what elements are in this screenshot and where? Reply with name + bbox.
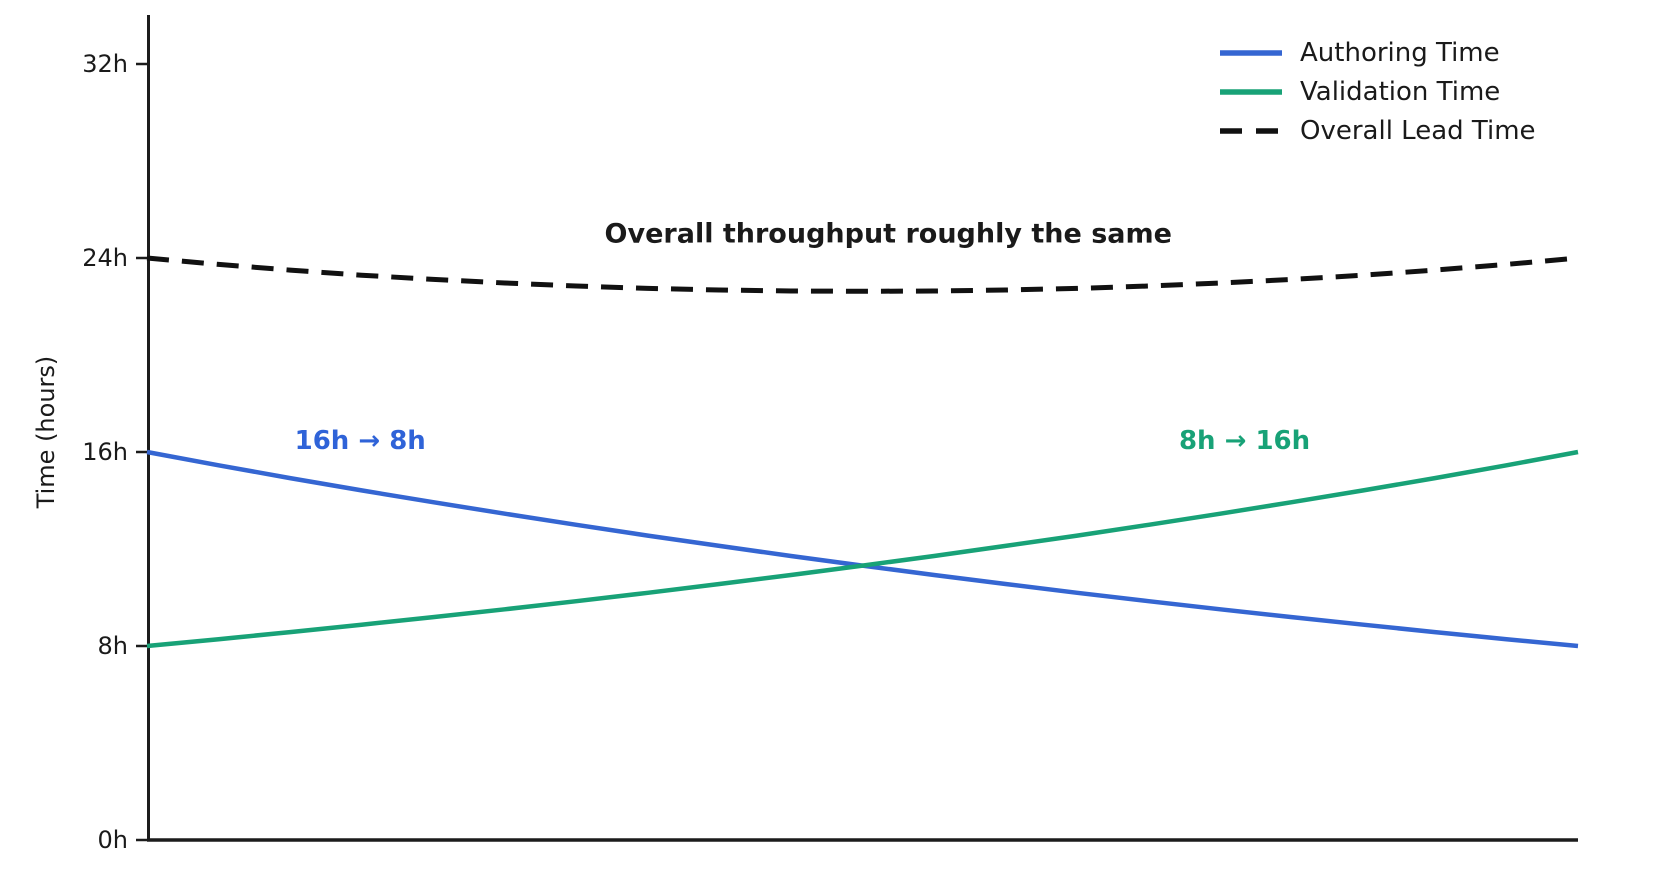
legend-item-validation-time: Validation Time bbox=[1220, 72, 1536, 111]
line-authoring-time bbox=[146, 449, 1579, 649]
annotation-overall-throughput-roughly-the-same: Overall throughput roughly the same bbox=[604, 218, 1172, 250]
y-axis-title: Time (hours) bbox=[32, 355, 60, 509]
legend-label-overall-lead-time: Overall Lead Time bbox=[1300, 115, 1536, 146]
y-tick-label: 24h bbox=[82, 244, 128, 272]
y-tick-label: 0h bbox=[97, 826, 128, 854]
annotation-16h-8h: 16h → 8h bbox=[294, 426, 426, 457]
legend-line-validation-time bbox=[1220, 88, 1282, 95]
y-tick-label: 16h bbox=[82, 438, 128, 466]
y-tick-label: 8h bbox=[97, 632, 128, 660]
line-validation-time bbox=[146, 449, 1579, 649]
annotation-8h-16h: 8h → 16h bbox=[1178, 426, 1311, 457]
legend-line-authoring-time bbox=[1220, 49, 1282, 56]
legend: Authoring Time Validation Time Overall Lea… bbox=[1220, 33, 1536, 150]
line-overall-lead-time bbox=[146, 255, 1579, 294]
legend-item-overall-lead-time: Overall Lead Time bbox=[1220, 111, 1536, 150]
legend-label-authoring-time: Authoring Time bbox=[1300, 37, 1500, 68]
legend-item-authoring-time: Authoring Time bbox=[1220, 33, 1536, 72]
y-tick-label: 32h bbox=[82, 50, 128, 78]
legend-label-validation-time: Validation Time bbox=[1300, 76, 1501, 107]
legend-line-overall-lead-time bbox=[1220, 127, 1282, 134]
